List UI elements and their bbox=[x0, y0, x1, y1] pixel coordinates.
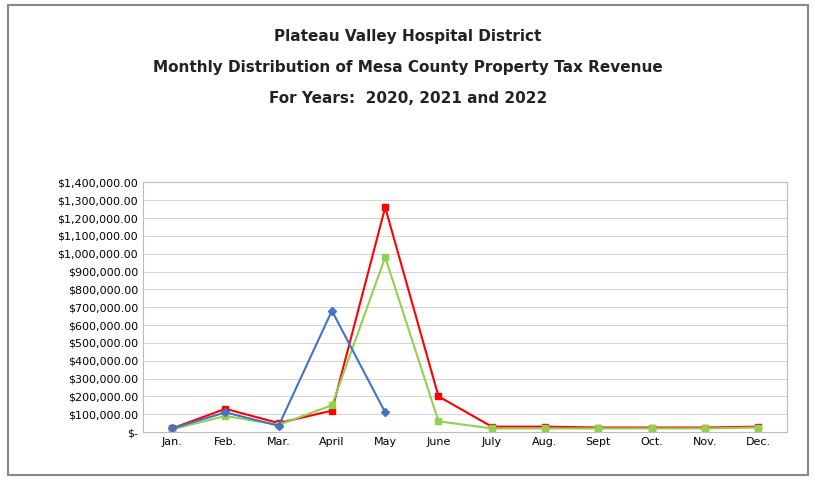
2020 bbox=[647, 425, 657, 431]
Line: 2021: 2021 bbox=[170, 254, 761, 432]
Text: Plateau Valley Hospital District: Plateau Valley Hospital District bbox=[274, 29, 542, 44]
2021 bbox=[327, 402, 337, 408]
2021 bbox=[647, 426, 657, 432]
2020 bbox=[327, 408, 337, 413]
2022 bbox=[327, 308, 337, 313]
2021 bbox=[167, 426, 177, 432]
2020 bbox=[753, 424, 763, 430]
Line: 2020: 2020 bbox=[170, 204, 761, 431]
2020 bbox=[433, 394, 443, 399]
Text: For Years:  2020, 2021 and 2022: For Years: 2020, 2021 and 2022 bbox=[269, 91, 547, 106]
2021 bbox=[540, 426, 550, 432]
2020 bbox=[167, 426, 177, 432]
2021 bbox=[273, 422, 283, 428]
2021 bbox=[753, 425, 763, 431]
2020 bbox=[380, 204, 390, 210]
2021 bbox=[593, 426, 603, 432]
2020 bbox=[540, 424, 550, 430]
2021 bbox=[380, 254, 390, 260]
Text: Monthly Distribution of Mesa County Property Tax Revenue: Monthly Distribution of Mesa County Prop… bbox=[153, 60, 663, 75]
2020 bbox=[273, 420, 283, 426]
2022 bbox=[273, 423, 283, 429]
2021 bbox=[220, 413, 230, 419]
2020 bbox=[700, 425, 710, 431]
Line: 2022: 2022 bbox=[170, 308, 388, 431]
2020 bbox=[593, 425, 603, 431]
2021 bbox=[487, 426, 497, 432]
2022 bbox=[380, 409, 390, 415]
2022 bbox=[220, 409, 230, 415]
2020 bbox=[487, 424, 497, 430]
2021 bbox=[433, 419, 443, 424]
2021 bbox=[700, 426, 710, 432]
2022 bbox=[167, 426, 177, 432]
2020 bbox=[220, 406, 230, 412]
